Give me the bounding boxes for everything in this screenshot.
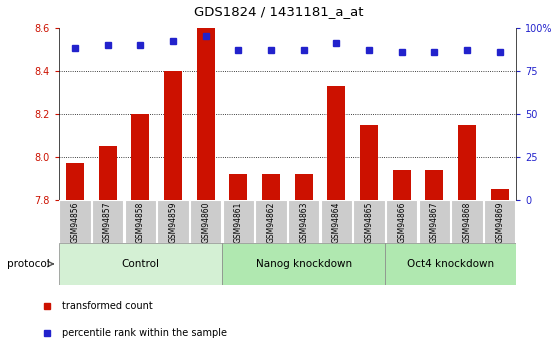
Bar [124,200,156,243]
Bar [223,200,254,243]
Bar [418,200,450,243]
Text: GSM94867: GSM94867 [430,201,439,243]
Bar [288,200,319,243]
Text: Nanog knockdown: Nanog knockdown [256,259,352,269]
Bar [222,243,386,285]
Bar [59,243,222,285]
Text: protocol: protocol [7,259,50,269]
Bar [295,174,312,200]
Bar [484,200,516,243]
Text: GSM94857: GSM94857 [103,201,112,243]
Bar [458,125,476,200]
Text: GSM94862: GSM94862 [267,201,276,243]
Text: GDS1824 / 1431181_a_at: GDS1824 / 1431181_a_at [194,5,364,18]
Bar [256,200,287,243]
Bar [92,200,123,243]
Bar [386,243,516,285]
Text: GSM94856: GSM94856 [70,201,79,243]
Text: GSM94858: GSM94858 [136,201,145,243]
Text: GSM94865: GSM94865 [364,201,373,243]
Bar [491,189,509,200]
Bar [425,170,444,200]
Text: GSM94864: GSM94864 [332,201,341,243]
Bar [196,28,215,200]
Text: percentile rank within the sample: percentile rank within the sample [62,328,227,338]
Text: Control: Control [121,259,159,269]
Text: GSM94868: GSM94868 [463,201,472,243]
Text: GSM94859: GSM94859 [169,201,177,243]
Bar [157,200,189,243]
Text: GSM94861: GSM94861 [234,201,243,243]
Bar [131,114,150,200]
Bar [262,174,280,200]
Bar [328,86,345,200]
Text: Oct4 knockdown: Oct4 knockdown [407,259,494,269]
Bar [321,200,352,243]
Text: GSM94866: GSM94866 [397,201,406,243]
Bar [360,125,378,200]
Text: GSM94863: GSM94863 [299,201,308,243]
Bar [229,174,247,200]
Bar [66,164,84,200]
Text: transformed count: transformed count [62,302,153,312]
Text: GSM94860: GSM94860 [201,201,210,243]
Bar [393,170,411,200]
Bar [386,200,417,243]
Bar [164,71,182,200]
Bar [59,200,90,243]
Text: GSM94869: GSM94869 [496,201,504,243]
Bar [353,200,385,243]
Bar [190,200,222,243]
Bar [451,200,483,243]
Bar [99,146,117,200]
